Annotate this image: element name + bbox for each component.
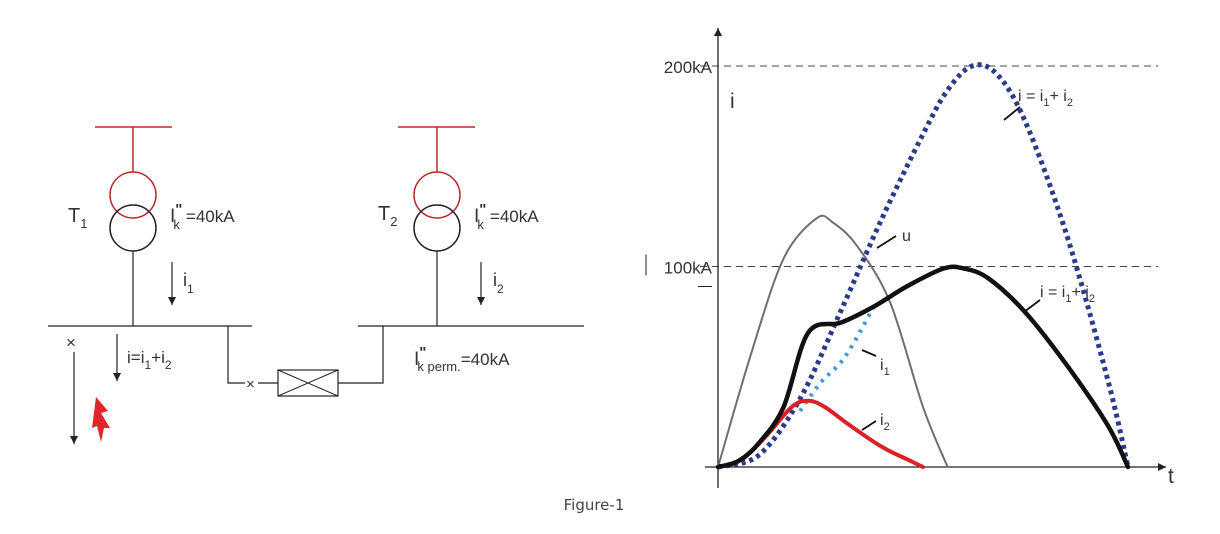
series-lines [715, 62, 1131, 470]
y-axis-label: i [730, 90, 735, 113]
circuit-diagram: T1 I" k =40kA i1 × i=i1+i2 × I" k perm.=40k… [48, 126, 584, 444]
t1-ik-label: I" k =40kA [170, 201, 235, 232]
y-ticks: 100kA 200kA [645, 58, 713, 287]
lightning-fault-icon [92, 397, 110, 442]
annotation-leader [861, 349, 877, 357]
transformer-icon [109, 171, 157, 252]
i2-label: i2 [493, 270, 504, 296]
series-total-dotted [717, 62, 1131, 470]
series-i2 [716, 398, 925, 469]
t2-ik-label: I" k =40kA [474, 201, 539, 232]
annotation-i1: i1 [880, 357, 890, 378]
t1-label: T1 [68, 205, 87, 231]
coupling-switch-mark: × [246, 376, 255, 393]
annotation-leader [1023, 299, 1041, 313]
current-waveform-chart: i t 100kA 200kA i = i1+ i2 i = i1+ i2 u i1 i2 [645, 28, 1174, 488]
annotation-total_solid: i = i1+ i2 [1040, 284, 1095, 305]
annotation-u: u [902, 228, 911, 245]
figure-caption: Figure-1 [563, 496, 625, 514]
series-annotations: i = i1+ i2 i = i1+ i2 u i1 i2 [861, 88, 1095, 433]
fault-current-label: i=i1+i2 [127, 348, 172, 372]
annotation-i2: i2 [880, 412, 890, 433]
x-axis-label: t [1168, 465, 1174, 488]
annotation-leader [1003, 106, 1021, 121]
breaker-icon [277, 369, 339, 397]
y-tick-label: 200kA [664, 58, 713, 77]
series-total-solid [715, 264, 1131, 470]
coupling-right-lead [338, 326, 384, 384]
i1-label: i1 [183, 270, 194, 296]
transformer-icon [413, 171, 461, 252]
annotation-leader [876, 235, 897, 249]
series-u [717, 214, 949, 468]
t2-label: T2 [378, 203, 397, 229]
annotation-total_dotted: i = i1+ i2 [1018, 88, 1073, 109]
reference-lines [700, 65, 1158, 267]
coupling-left-lead [227, 326, 245, 384]
fault-point-mark: × [66, 333, 76, 352]
y-tick-label: 100kA [664, 259, 713, 278]
annotation-leader [861, 420, 877, 431]
series-i1 [798, 305, 876, 413]
perm-current-label: I" k perm.=40kA [414, 344, 510, 374]
